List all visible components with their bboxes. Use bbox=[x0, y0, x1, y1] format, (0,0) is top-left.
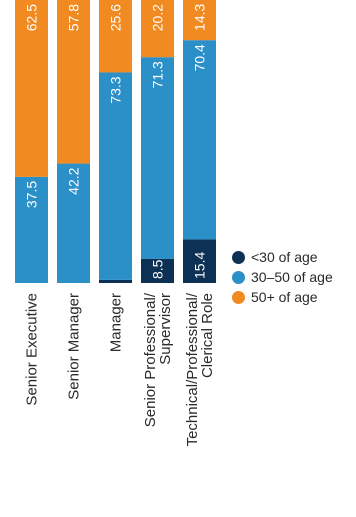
bar-segment-manager-0 bbox=[99, 279, 132, 283]
bar-segment-manager-1 bbox=[99, 72, 132, 280]
bar-segment-senior-executive-2 bbox=[15, 0, 48, 177]
bar-segment-senior-professional-supervisor-0 bbox=[141, 258, 174, 283]
bar-segment-senior-professional-supervisor-1 bbox=[141, 57, 174, 259]
value-label-manager-2: 25.6 bbox=[108, 4, 124, 31]
legend-swatch-under-30 bbox=[232, 250, 245, 264]
value-label-technical-professional-clerical-role-1: 70.4 bbox=[192, 44, 208, 71]
bar-segment-senior-manager-1 bbox=[57, 163, 90, 283]
value-label-senior-executive-2: 62.5 bbox=[24, 4, 40, 31]
value-label-senior-professional-supervisor-1: 71.3 bbox=[150, 61, 166, 88]
value-label-senior-manager-1: 42.2 bbox=[66, 167, 82, 194]
value-label-senior-professional-supervisor-2: 20.2 bbox=[150, 4, 166, 31]
bar-segment-senior-professional-supervisor-2 bbox=[141, 0, 174, 58]
bar-segment-manager-2 bbox=[99, 0, 132, 73]
category-label-senior-professional-supervisor-line-1: Supervisor bbox=[157, 293, 174, 365]
category-label-senior-manager-line-0: Senior Manager bbox=[66, 293, 83, 400]
bar-segment-technical-professional-clerical-role-2 bbox=[183, 0, 216, 41]
category-label-senior-professional-supervisor-line-0: Senior Professional/ bbox=[142, 292, 159, 427]
legend-swatch-50-plus bbox=[232, 290, 245, 304]
legend-item-50-plus: 50+ of age bbox=[232, 287, 333, 307]
bar-segment-senior-executive-1 bbox=[15, 176, 48, 283]
legend-label-under-30: <30 of age bbox=[251, 249, 318, 265]
value-label-technical-professional-clerical-role-2: 14.3 bbox=[192, 4, 208, 31]
category-label-technical-professional-clerical-role-line-0: Technical/Professional/ bbox=[184, 292, 201, 446]
category-label-senior-executive-line-0: Senior Executive bbox=[24, 293, 41, 406]
value-label-manager-1: 73.3 bbox=[108, 76, 124, 103]
legend-label-30-50: 30–50 of age bbox=[251, 269, 333, 285]
value-label-senior-manager-2: 57.8 bbox=[66, 4, 82, 31]
bar-segment-technical-professional-clerical-role-0 bbox=[183, 239, 216, 283]
category-label-technical-professional-clerical-role-line-1: Clerical Role bbox=[199, 293, 216, 378]
legend-label-50-plus: 50+ of age bbox=[251, 289, 318, 305]
bar-segment-senior-manager-2 bbox=[57, 0, 90, 164]
legend-item-under-30: <30 of age bbox=[232, 247, 333, 267]
legend-swatch-30-50 bbox=[232, 270, 245, 284]
value-label-senior-executive-1: 37.5 bbox=[24, 181, 40, 208]
value-label-senior-professional-supervisor-0: 8.5 bbox=[150, 259, 166, 279]
value-label-technical-professional-clerical-role-0: 15.4 bbox=[192, 252, 208, 279]
legend: <30 of age 30–50 of age 50+ of age bbox=[232, 247, 333, 307]
category-label-manager-line-0: Manager bbox=[108, 293, 125, 352]
bar-segment-technical-professional-clerical-role-1 bbox=[183, 40, 216, 240]
legend-item-30-50: 30–50 of age bbox=[232, 267, 333, 287]
